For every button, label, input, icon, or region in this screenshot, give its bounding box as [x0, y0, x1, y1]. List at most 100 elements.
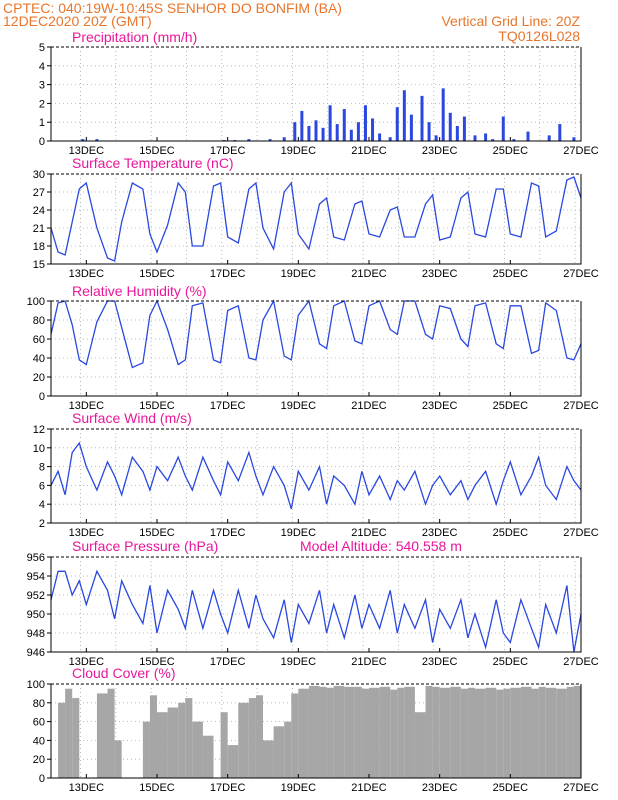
precip-bar: [420, 95, 424, 141]
panel-0-frame: [50, 47, 582, 142]
panel-3-title: Surface Wind (m/s): [72, 410, 192, 426]
panel-5-xtick-label: 27DEC: [563, 782, 599, 794]
precip-bar: [526, 131, 530, 141]
panel-1-ytick-label: 18: [33, 241, 45, 253]
panel-4-line: [50, 569, 582, 653]
surface-temperature-panel: Surface Temperature (nC) 15 18 21 24 27 30 13DE…: [33, 155, 599, 280]
panel-1-xtick-label: 17DEC: [210, 268, 246, 280]
precip-bar: [547, 135, 551, 141]
precip-bar: [491, 139, 495, 141]
panel-4-xtick-label: 19DEC: [281, 656, 317, 668]
panel-2-xtick-label: 25DEC: [493, 400, 529, 412]
cloud-cover-bar: [227, 745, 239, 778]
precip-bar: [409, 114, 413, 141]
panel-3-ytick-label: 2: [39, 518, 45, 530]
cloud-cover-bar: [503, 688, 511, 778]
cloud-cover-bar: [467, 687, 475, 778]
precip-bar: [293, 122, 297, 141]
panel-3-xtick-label: 13DEC: [69, 527, 105, 539]
precip-bar: [512, 139, 516, 141]
panel-2-xtick-label: 13DEC: [69, 400, 105, 412]
panel-0-ytick-label: 3: [39, 80, 45, 92]
panel-0-xtick-label: 19DEC: [281, 145, 317, 157]
precip-bar: [371, 118, 375, 141]
panel-5-title: Cloud Cover (%): [72, 665, 175, 681]
panel-1-ytick-label: 15: [33, 259, 45, 271]
cloud-cover-bar: [157, 712, 168, 778]
panel-5-ytick-label: 40: [33, 735, 45, 747]
cloud-cover-panel: Cloud Cover (%) 0 20 40 60 80 100 13DEC 15DEC 17D…: [27, 665, 599, 794]
cloud-cover-bar: [496, 689, 504, 778]
panel-2-xtick-label: 27DEC: [563, 400, 599, 412]
panel-5-xtick-label: 25DEC: [493, 782, 529, 794]
precip-bar: [95, 139, 99, 141]
cloud-cover-bar: [291, 693, 299, 778]
cloud-cover-bar: [414, 712, 426, 778]
panel-2-ytick-label: 80: [33, 315, 45, 327]
cloud-cover-bar: [425, 685, 433, 778]
panel-2-line: [50, 299, 582, 369]
cloud-cover-bar: [531, 688, 539, 778]
panel-2-xtick-label: 23DEC: [422, 400, 458, 412]
precip-bar: [378, 133, 382, 141]
surface-pressure-panel: Surface Pressure (hPa) Model Altitude: 54…: [27, 538, 599, 668]
panel-3-ytick-label: 4: [39, 499, 45, 511]
precipitation-panel: Precipitation (mm/h) 0 1 2 3 4 5 13DEC 15DEC 17DE…: [39, 29, 599, 157]
precip-bar: [268, 139, 272, 141]
panel-5-xtick-label: 13DEC: [69, 782, 105, 794]
cloud-cover-bar: [397, 687, 405, 778]
cloud-cover-bar: [333, 685, 345, 778]
panel-0-xtick-label: 13DEC: [69, 145, 105, 157]
panel-2-xtick-label: 17DEC: [210, 400, 246, 412]
panel-1-ytick-label: 24: [33, 205, 45, 217]
precip-bar: [282, 137, 286, 141]
panel-1-ytick-label: 27: [33, 187, 45, 199]
cloud-cover-bar: [485, 687, 497, 778]
panel-4-ytick-label: 956: [27, 552, 45, 564]
precip-bar: [342, 109, 346, 141]
precip-bar: [473, 135, 477, 141]
cloud-cover-bar: [192, 721, 203, 778]
precip-bar: [328, 105, 332, 141]
cloud-cover-bar: [545, 687, 557, 778]
panel-0-ytick-label: 2: [39, 98, 45, 110]
header-location: CPTEC: 040:19W-10:45S SENHOR DO BONFIM (…: [3, 0, 342, 16]
precip-bar: [363, 105, 367, 141]
panel-0-title: Precipitation (mm/h): [72, 29, 197, 45]
cloud-cover-bar: [167, 707, 179, 778]
panel-3-xtick-label: 25DEC: [493, 527, 529, 539]
panel-2-ytick-label: 20: [33, 372, 45, 384]
cloud-cover-bar: [248, 698, 256, 778]
precip-bar: [300, 110, 304, 141]
panel-1-ytick-label: 30: [33, 169, 45, 181]
panel-4-frame: [50, 557, 582, 653]
panel-4-xtick-label: 17DEC: [210, 656, 246, 668]
cloud-cover-bar: [220, 712, 228, 778]
cloud-cover-bar: [142, 721, 150, 778]
cloud-cover-bar: [308, 685, 320, 778]
panel-5-xtick-label: 21DEC: [351, 782, 387, 794]
panel-5-xtick-label: 17DEC: [210, 782, 246, 794]
precip-bar: [314, 120, 318, 141]
panel-1-xtick-label: 27DEC: [563, 268, 599, 280]
panel-3-ytick-label: 10: [33, 443, 45, 455]
panel-0-xtick-label: 23DEC: [422, 145, 458, 157]
cloud-cover-bar: [361, 688, 369, 778]
panel-0-ytick-label: 1: [39, 117, 45, 129]
cloud-cover-bar: [344, 686, 355, 778]
panel-1-title: Surface Temperature (nC): [72, 155, 234, 171]
panel-1-frame: [50, 174, 582, 265]
precip-bar: [388, 137, 392, 141]
relative-humidity-panel: Relative Humidity (%) 0 20 40 60 80 100 13DEC 15…: [27, 283, 599, 412]
panel-3-ytick-label: 8: [39, 462, 45, 474]
panel-5-ytick-label: 100: [27, 679, 45, 691]
panel-4-xtick-label: 25DEC: [493, 656, 529, 668]
panel-2-ytick-label: 0: [39, 391, 45, 403]
panel-3-frame: [50, 429, 582, 524]
panel-5-frame: [50, 684, 582, 779]
precip-bar: [321, 127, 325, 141]
cloud-cover-bar: [185, 698, 193, 778]
cloud-cover-bar: [284, 721, 292, 778]
panel-5-xtick-label: 19DEC: [281, 782, 317, 794]
cloud-cover-bar: [65, 688, 73, 778]
